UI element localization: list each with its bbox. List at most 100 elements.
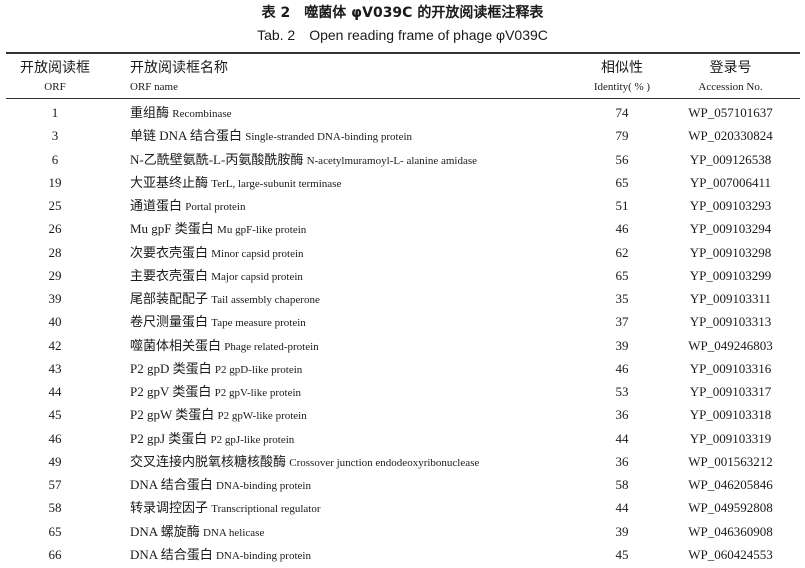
orf-name-cn: DNA 螺旋酶	[130, 523, 200, 539]
orf-cell: 44	[48, 384, 62, 400]
accession-cell: YP_009103293	[689, 198, 772, 214]
orf-name-cell: Mu gpF 类蛋白 Mu gpF-like protein	[130, 217, 306, 242]
orf-cell: 28	[48, 244, 62, 260]
identity-cell: 44	[615, 500, 629, 516]
orf-name-cn: 重组酶	[130, 105, 170, 120]
orf-cell: 58	[48, 500, 62, 516]
orf-name-cell: P2 gpV 类蛋白 P2 gpV-like protein	[130, 380, 301, 405]
orf-name-cell: 通道蛋白 Portal protein	[130, 194, 245, 219]
table-row: 42 噬菌体相关蛋白 Phage related-protein 39 WP_0…	[0, 334, 805, 357]
table-row: 49 交叉连接内脱氧核糖核酸酶 Crossover junction endod…	[0, 450, 805, 473]
table-row: 1 重组酶 Recombinase 74 WP_057101637	[0, 101, 805, 124]
header-accession: 登录号 Accession No.	[668, 58, 793, 96]
accession-cell: WP_049246803	[688, 337, 773, 353]
orf-name-en: Phage related-protein	[224, 340, 319, 353]
table-row: 40 卷尺测量蛋白 Tape measure protein 37 YP_009…	[0, 310, 805, 333]
identity-cell: 74	[615, 105, 629, 120]
table-row: 6 N-乙酰壁氨酰-L-丙氨酸酰胺酶 N-acetylmuramoyl-L- a…	[0, 148, 805, 171]
accession-cell: WP_001563212	[688, 453, 773, 469]
orf-name-cn: 主要衣壳蛋白	[130, 267, 209, 283]
orf-name-cn: 通道蛋白	[130, 198, 183, 214]
header-orf-en: ORF	[44, 81, 66, 93]
table-title-en: Tab. 2 Open reading frame of phage φV039…	[257, 27, 548, 43]
orf-cell: 3	[51, 128, 59, 144]
header-name-cn: 开放阅读框名称	[130, 60, 228, 76]
accession-cell: YP_009103318	[689, 407, 772, 423]
accession-cell: YP_009103311	[689, 291, 772, 307]
header-identity-en: Identity( % )	[593, 81, 651, 93]
identity-cell: 39	[615, 523, 629, 539]
accession-cell: YP_009103298	[689, 244, 772, 260]
orf-name-en: TerL, large-subunit terminase	[211, 177, 342, 190]
header-name-en: ORF name	[130, 81, 178, 93]
accession-cell: YP_009126538	[689, 151, 772, 167]
table-row: 58 转录调控因子 Transcriptional regulator 44 W…	[0, 496, 805, 519]
accession-cell: WP_057101637	[688, 105, 773, 120]
identity-cell: 44	[615, 430, 629, 446]
header-name: 开放阅读框名称 ORF name	[130, 58, 228, 96]
identity-cell: 39	[615, 337, 629, 353]
orf-cell: 49	[48, 453, 62, 469]
orf-cell: 45	[48, 407, 62, 423]
table-row: 19 大亚基终止酶 TerL, large-subunit terminase …	[0, 171, 805, 194]
orf-name-en: N-acetylmuramoyl-L- alanine amidase	[306, 154, 478, 167]
table-row: 65 DNA 螺旋酶 DNA helicase 39 WP_046360908	[0, 520, 805, 543]
table-row: 43 P2 gpD 类蛋白 P2 gpD-like protein 46 YP_…	[0, 357, 805, 380]
accession-cell: WP_060424553	[688, 546, 773, 562]
orf-cell: 39	[48, 291, 62, 307]
orf-name-cn: 卷尺测量蛋白	[130, 314, 209, 330]
orf-cell: 46	[48, 430, 62, 446]
orf-name-cell: 卷尺测量蛋白 Tape measure protein	[130, 310, 306, 335]
orf-name-cn: 次要衣壳蛋白	[130, 244, 209, 260]
orf-cell: 57	[48, 477, 62, 493]
orf-name-cell: 次要衣壳蛋白 Minor capsid protein	[130, 241, 304, 266]
orf-name-cn: 交叉连接内脱氧核糖核酸酶	[130, 453, 287, 469]
header-rule	[6, 98, 800, 99]
orf-name-cell: N-乙酰壁氨酰-L-丙氨酸酰胺酶 N-acetylmuramoyl-L- ala…	[130, 148, 477, 173]
orf-name-cn: P2 gpV 类蛋白	[130, 384, 212, 400]
table-row: 45 P2 gpW 类蛋白 P2 gpW-like protein 36 YP_…	[0, 403, 805, 426]
orf-name-cell: P2 gpD 类蛋白 P2 gpD-like protein	[130, 357, 302, 382]
orf-cell: 1	[51, 105, 59, 120]
table-row: 46 P2 gpJ 类蛋白 P2 gpJ-like protein 44 YP_…	[0, 427, 805, 450]
orf-cell: 25	[48, 198, 62, 214]
orf-name-cell: 转录调控因子 Transcriptional regulator	[130, 496, 321, 521]
accession-cell: WP_046360908	[688, 523, 773, 539]
orf-name-cell: DNA 结合蛋白 DNA-binding protein	[130, 473, 311, 498]
orf-cell: 40	[48, 314, 62, 330]
orf-name-cell: 大亚基终止酶 TerL, large-subunit terminase	[130, 171, 341, 196]
orf-name-en: DNA helicase	[202, 526, 265, 539]
orf-name-cn: 噬菌体相关蛋白	[130, 337, 222, 353]
orf-name-en: Tail assembly chaperone	[211, 294, 320, 307]
orf-name-cn: P2 gpJ 类蛋白	[130, 430, 208, 446]
table-row: 66 DNA 结合蛋白 DNA-binding protein 45 WP_06…	[0, 543, 805, 566]
accession-cell: WP_049592808	[688, 500, 773, 516]
identity-cell: 46	[615, 360, 629, 376]
orf-cell: 6	[51, 151, 59, 167]
orf-name-en: DNA-binding protein	[215, 549, 311, 562]
orf-name-cell: DNA 螺旋酶 DNA helicase	[130, 520, 264, 545]
table-row: 3 单链 DNA 结合蛋白 Single-stranded DNA-bindin…	[0, 124, 805, 147]
orf-name-cn: DNA 结合蛋白	[130, 546, 213, 562]
identity-cell: 53	[615, 384, 629, 400]
table-row: 26 Mu gpF 类蛋白 Mu gpF-like protein 46 YP_…	[0, 217, 805, 240]
accession-cell: YP_009103294	[689, 221, 772, 237]
identity-cell: 65	[615, 174, 629, 190]
table-title-cn: 表 2 噬菌体 φV039C 的开放阅读框注释表	[261, 5, 544, 21]
orf-name-cell: 尾部装配配子 Tail assembly chaperone	[130, 287, 320, 312]
table-row: 57 DNA 结合蛋白 DNA-binding protein 58 WP_04…	[0, 473, 805, 496]
orf-name-en: Mu gpF-like protein	[217, 224, 307, 237]
accession-cell: WP_020330824	[688, 128, 773, 144]
orf-name-en: P2 gpD-like protein	[214, 363, 303, 376]
orf-name-en: P2 gpV-like protein	[214, 387, 302, 400]
accession-cell: YP_009103316	[689, 360, 772, 376]
orf-name-cn: 尾部装配配子	[130, 291, 209, 307]
orf-name-cn: 大亚基终止酶	[130, 174, 209, 190]
accession-cell: YP_009103317	[689, 384, 772, 400]
orf-name-cn: P2 gpD 类蛋白	[130, 360, 212, 376]
identity-cell: 36	[615, 407, 629, 423]
identity-cell: 58	[615, 477, 629, 493]
accession-cell: WP_046205846	[688, 477, 773, 493]
orf-name-en: Crossover junction endodeoxyribonuclease	[289, 456, 480, 469]
table-row: 29 主要衣壳蛋白 Major capsid protein 65 YP_009…	[0, 264, 805, 287]
